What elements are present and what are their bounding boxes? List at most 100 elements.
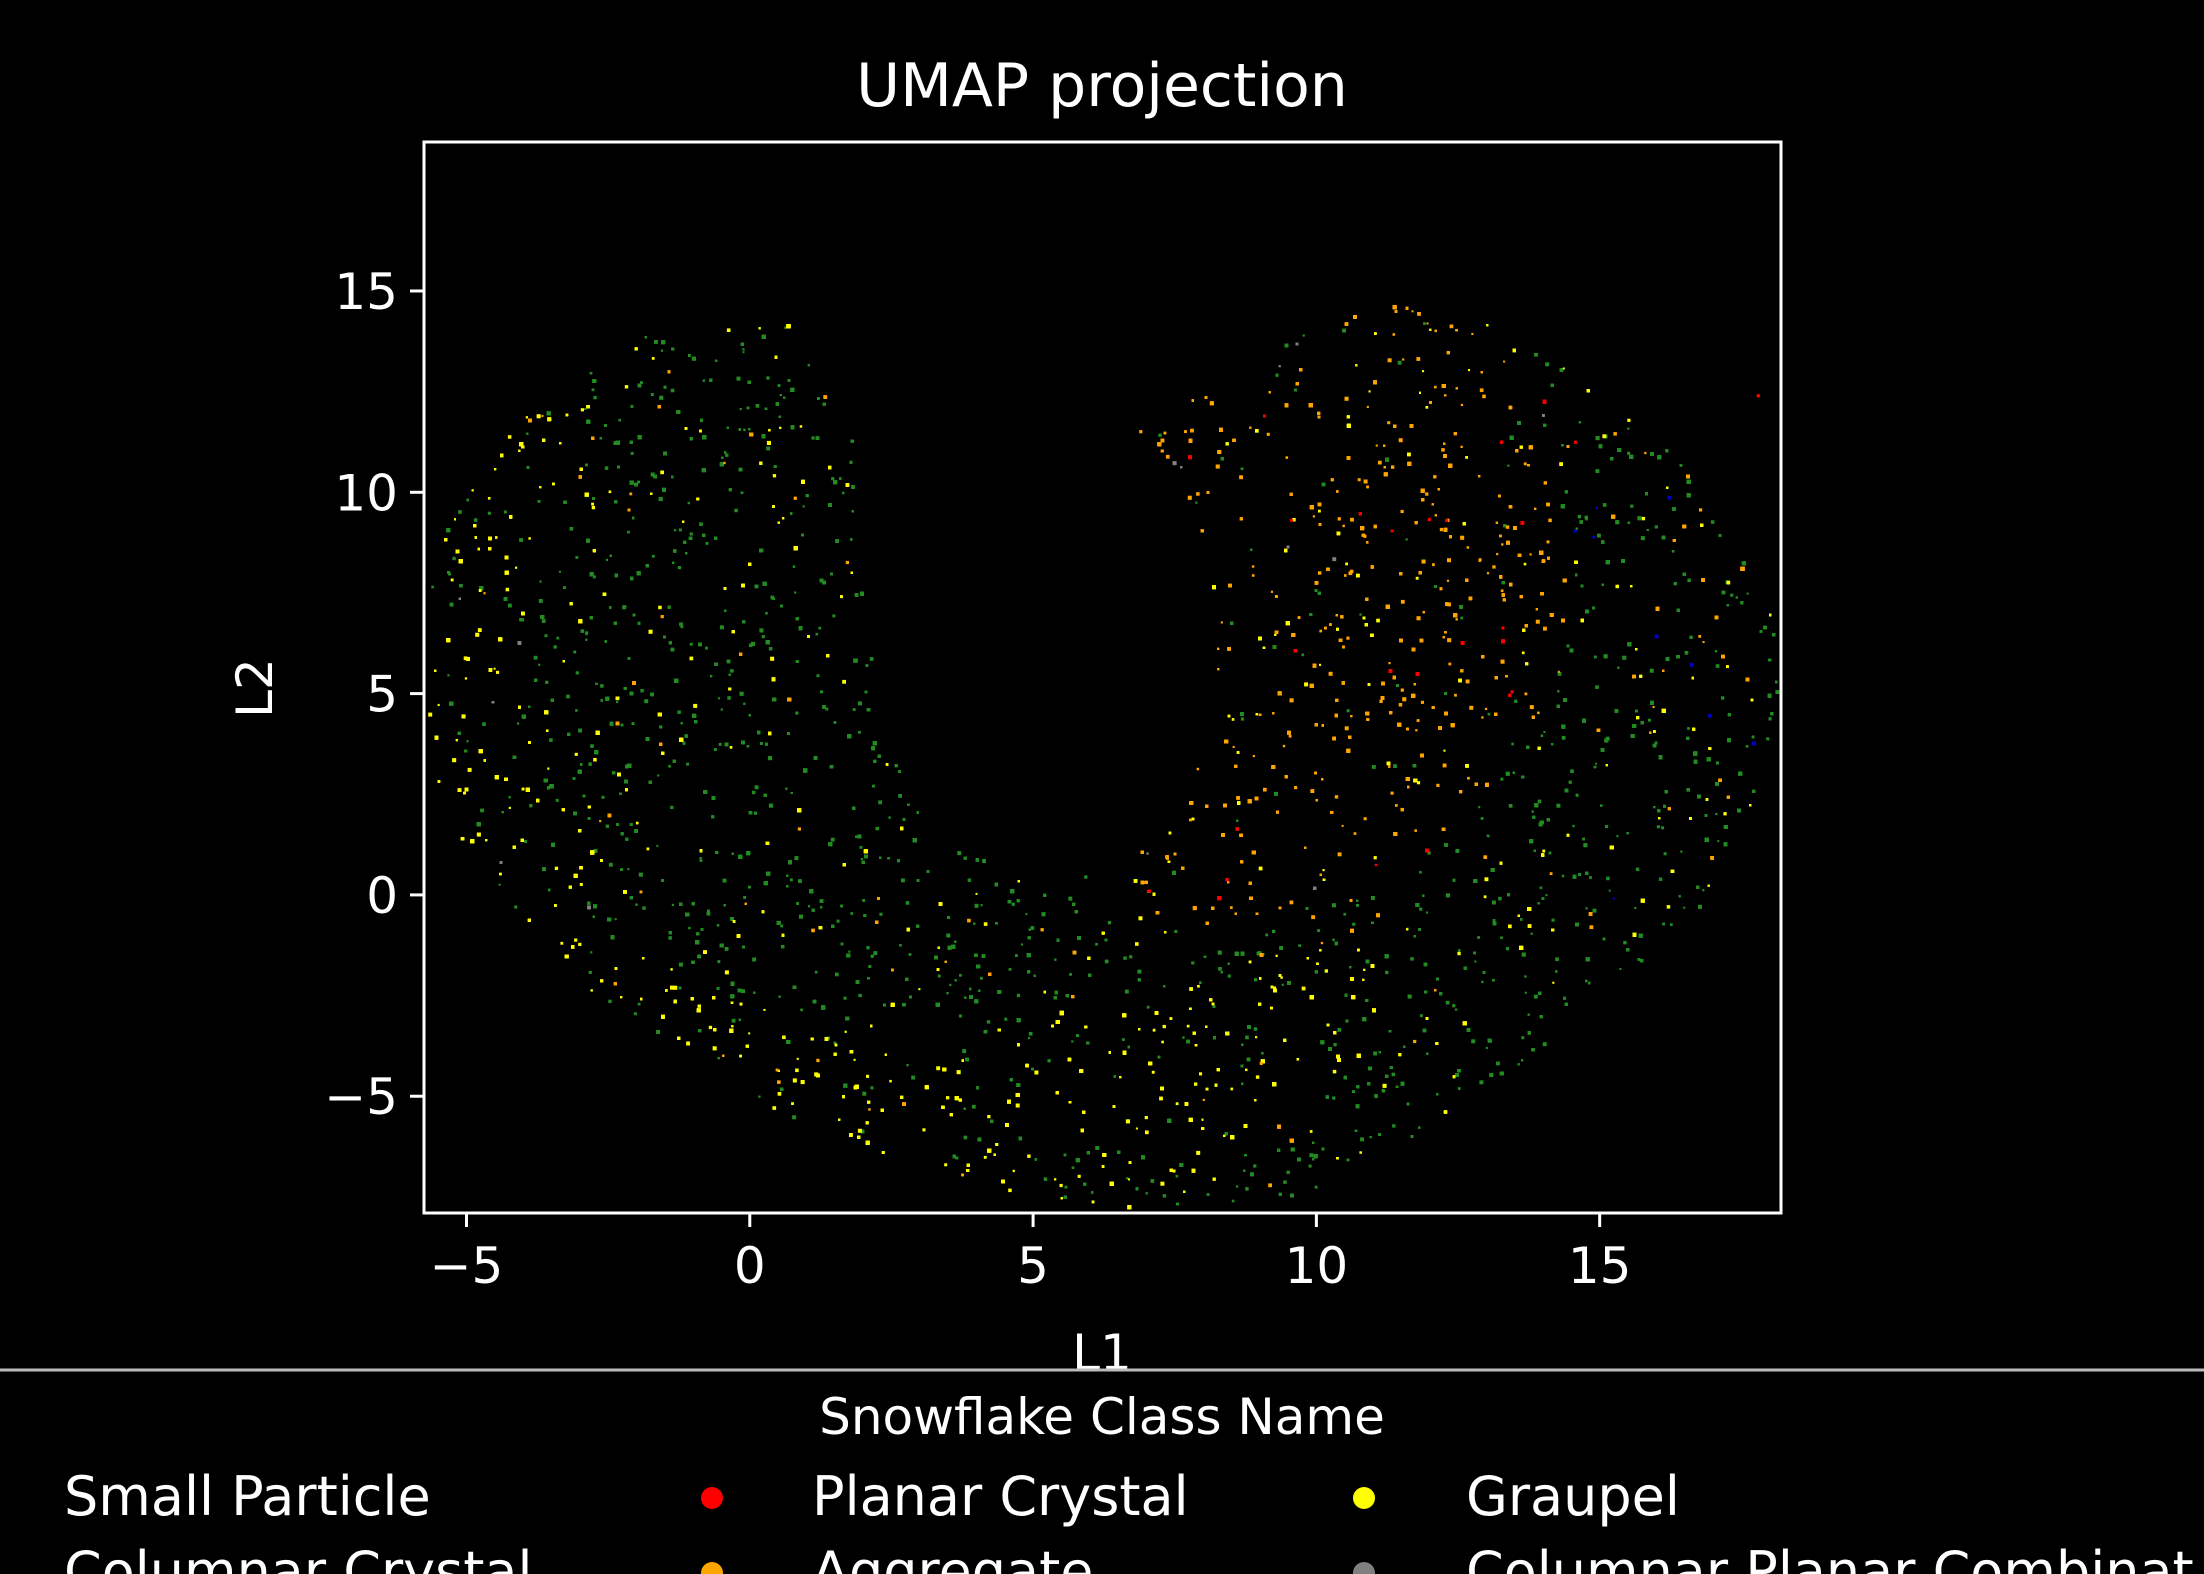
scatter-point [792,1115,797,1120]
scatter-point [1572,824,1575,828]
scatter-point [1218,967,1222,971]
scatter-point [1671,550,1675,553]
scatter-point [761,635,765,639]
scatter-point [706,911,711,916]
scatter-point [1605,824,1609,829]
scatter-point [899,944,902,947]
scatter-point [630,451,634,455]
scatter-point [686,762,689,766]
scatter-point [1158,433,1162,437]
scatter-point [1489,1073,1494,1078]
scatter-point [1427,851,1431,855]
scatter-point [1245,1035,1249,1040]
scatter-point [1715,812,1718,816]
scatter-point [680,625,684,629]
scatter-point [780,924,784,928]
scatter-point [743,428,746,432]
scatter-point [947,915,951,919]
scatter-point [1393,764,1397,768]
scatter-point [1477,936,1480,939]
scatter-point [516,722,520,725]
series-small-particle [431,322,1780,1206]
scatter-point [549,738,553,742]
scatter-point [852,708,856,711]
scatter-point [1199,981,1202,985]
scatter-point [977,1137,982,1142]
scatter-point [1683,906,1686,909]
scatter-point [1524,991,1527,994]
scatter-point [873,951,878,956]
scatter-point [1011,902,1015,906]
scatter-point [1374,1094,1378,1099]
scatter-point [1332,1096,1336,1100]
scatter-point [684,734,689,738]
scatter-point [1619,967,1622,970]
scatter-point [1735,596,1738,599]
scatter-point [1775,690,1780,694]
scatter-point [658,496,663,502]
scatter-point [1331,903,1336,908]
scatter-point [1654,525,1658,529]
scatter-point [832,614,836,618]
scatter-point [1426,911,1429,914]
scatter-point [688,926,691,930]
scatter-point [1391,1072,1396,1077]
scatter-point [642,906,646,910]
scatter-point [860,858,864,861]
scatter-point [1608,889,1611,892]
scatter-point [627,868,630,871]
scatter-point [849,538,853,541]
scatter-point [687,501,690,505]
scatter-point [668,936,672,940]
data-points [428,305,1780,1210]
scatter-point [1265,933,1269,937]
scatter-point [618,418,621,422]
scatter-point [858,701,862,706]
scatter-point [724,947,729,951]
scatter-point [831,477,835,481]
scatter-point [720,708,723,711]
scatter-point [1385,970,1389,975]
scatter-point [1474,960,1477,963]
scatter-point [818,626,822,630]
scatter-point [1302,334,1305,337]
scatter-point [765,612,768,615]
scatter-point [659,395,664,400]
scatter-point [862,1091,867,1096]
scatter-point [1606,876,1610,881]
scatter-point [1030,926,1035,930]
scatter-point [1371,896,1375,900]
scatter-point [1715,761,1719,765]
scatter-point [1122,1038,1125,1041]
scatter-point [1649,668,1654,673]
scatter-point [946,933,951,938]
scatter-point [986,1020,991,1024]
scatter-point [814,970,818,974]
scatter-point [1498,896,1502,901]
scatter-point [1766,737,1770,741]
scatter-point [580,629,585,633]
scatter-point [1352,922,1356,926]
scatter-point [1714,650,1718,653]
scatter-point [1721,696,1725,700]
scatter-point [539,580,542,583]
scatter-point [1626,831,1629,835]
scatter-point [1745,745,1749,748]
scatter-point [1680,850,1683,853]
scatter-point [831,924,835,928]
scatter-point [768,803,773,808]
scatter-point [627,530,630,534]
scatter-point [679,622,683,627]
scatter-point [835,972,839,977]
scatter-point [727,696,731,700]
scatter-point [1308,1164,1312,1168]
scatter-point [937,974,941,978]
scatter-point [1637,516,1642,521]
scatter-point [957,851,962,856]
scatter-point [980,904,983,907]
scatter-point [514,905,518,909]
scatter-point [1069,973,1072,976]
scatter-point [1595,762,1598,765]
scatter-point [1217,950,1222,955]
